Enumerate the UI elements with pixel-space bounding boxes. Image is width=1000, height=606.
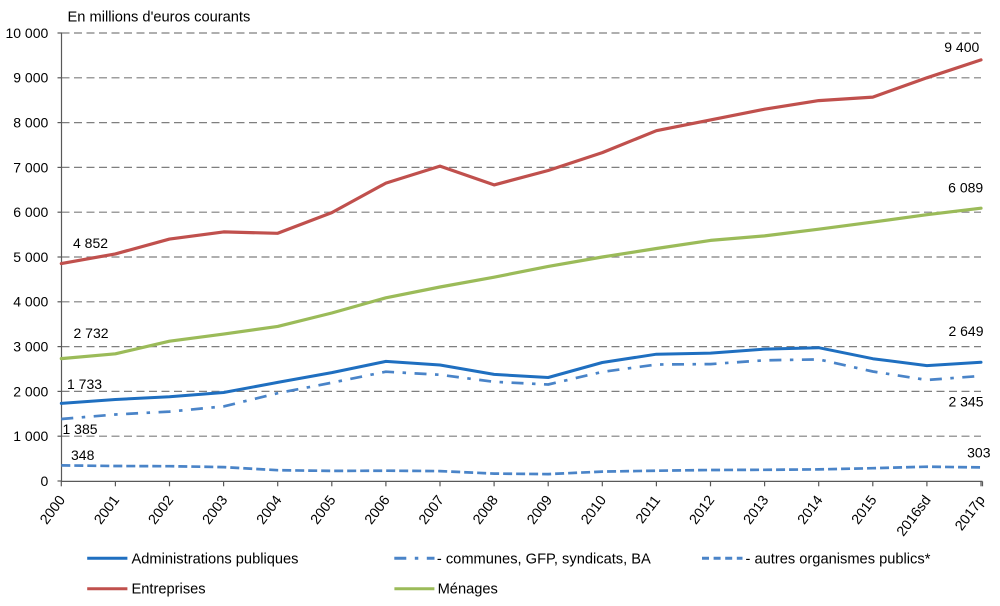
svg-text:2 345: 2 345	[948, 394, 983, 410]
svg-text:1 385: 1 385	[63, 421, 98, 437]
svg-text:- communes, GFP, syndicats, BA: - communes, GFP, syndicats, BA	[437, 551, 651, 567]
svg-text:Entreprises: Entreprises	[132, 582, 206, 598]
svg-text:10 000: 10 000	[5, 25, 48, 41]
svg-text:8 000: 8 000	[13, 115, 48, 131]
svg-text:Ménages: Ménages	[438, 582, 498, 598]
svg-text:2 649: 2 649	[948, 323, 983, 339]
svg-text:1 733: 1 733	[67, 376, 102, 392]
svg-text:- autres organismes publics*: - autres organismes publics*	[746, 551, 931, 567]
svg-text:6 000: 6 000	[13, 204, 48, 220]
svg-text:4 000: 4 000	[13, 294, 48, 310]
svg-text:6 089: 6 089	[948, 180, 983, 196]
svg-text:2 000: 2 000	[13, 383, 48, 399]
svg-text:7 000: 7 000	[13, 159, 48, 175]
svg-text:9 000: 9 000	[13, 70, 48, 86]
svg-text:4 852: 4 852	[73, 235, 108, 251]
svg-text:1 000: 1 000	[13, 428, 48, 444]
svg-text:5 000: 5 000	[13, 249, 48, 265]
svg-text:En millions d'euros courants: En millions d'euros courants	[68, 10, 251, 26]
svg-text:Administrations publiques: Administrations publiques	[132, 551, 299, 567]
svg-text:3 000: 3 000	[13, 339, 48, 355]
svg-text:0: 0	[41, 473, 49, 489]
svg-text:303: 303	[967, 445, 991, 461]
svg-text:348: 348	[71, 447, 95, 463]
svg-text:2 732: 2 732	[74, 325, 109, 341]
svg-text:9 400: 9 400	[944, 39, 979, 55]
